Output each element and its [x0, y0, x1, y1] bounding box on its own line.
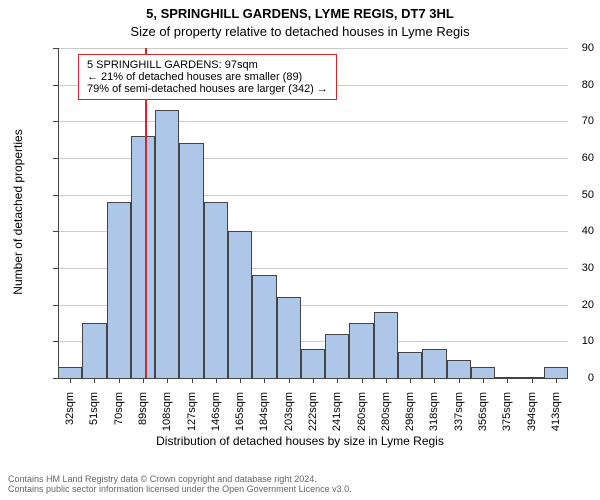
- x-tick-label: 394sqm: [526, 392, 538, 442]
- x-tick-mark: [264, 378, 265, 383]
- legend-line-2: ← 21% of detached houses are smaller (89…: [87, 71, 328, 83]
- histogram-bar: [82, 323, 106, 378]
- x-tick-mark: [532, 378, 533, 383]
- y-axis-line: [58, 48, 59, 378]
- histogram-bar: [228, 231, 252, 378]
- x-tick-label: 298sqm: [404, 392, 416, 442]
- x-tick-label: 280sqm: [380, 392, 392, 442]
- y-tick-label: 40: [544, 225, 594, 237]
- x-tick-label: 375sqm: [501, 392, 513, 442]
- x-tick-label: 51sqm: [88, 392, 100, 442]
- x-tick-label: 203sqm: [283, 392, 295, 442]
- x-tick-mark: [289, 378, 290, 383]
- legend-box: 5 SPRINGHILL GARDENS: 97sqm ← 21% of det…: [78, 54, 337, 100]
- histogram-bar: [155, 110, 179, 378]
- x-tick-mark: [337, 378, 338, 383]
- x-tick-label: 165sqm: [234, 392, 246, 442]
- y-tick-label: 80: [544, 79, 594, 91]
- histogram-bar: [447, 360, 471, 378]
- y-tick-label: 60: [544, 152, 594, 164]
- histogram-bar: [58, 367, 82, 378]
- x-tick-mark: [240, 378, 241, 383]
- x-tick-mark: [94, 378, 95, 383]
- y-tick-label: 90: [544, 42, 594, 54]
- histogram-bar: [422, 349, 446, 378]
- x-tick-mark: [434, 378, 435, 383]
- histogram-bar: [204, 202, 228, 378]
- x-tick-label: 356sqm: [477, 392, 489, 442]
- histogram-bar: [349, 323, 373, 378]
- x-tick-mark: [192, 378, 193, 383]
- chart-container: 5, SPRINGHILL GARDENS, LYME REGIS, DT7 3…: [0, 0, 600, 500]
- legend-line-1: 5 SPRINGHILL GARDENS: 97sqm: [87, 59, 328, 71]
- y-tick-label: 20: [544, 299, 594, 311]
- histogram-bar: [325, 334, 349, 378]
- x-tick-label: 146sqm: [210, 392, 222, 442]
- x-tick-label: 184sqm: [258, 392, 270, 442]
- y-axis-title: Number of detached properties: [11, 112, 25, 312]
- x-tick-label: 241sqm: [331, 392, 343, 442]
- legend-line-3: 79% of semi-detached houses are larger (…: [87, 83, 328, 95]
- histogram-bar: [471, 367, 495, 378]
- x-tick-mark: [216, 378, 217, 383]
- histogram-bar: [398, 352, 422, 378]
- x-tick-label: 32sqm: [64, 392, 76, 442]
- histogram-bar: [301, 349, 325, 378]
- grid-line: [58, 121, 568, 122]
- x-tick-label: 89sqm: [137, 392, 149, 442]
- y-tick-label: 70: [544, 115, 594, 127]
- x-tick-label: 413sqm: [550, 392, 562, 442]
- histogram-bar: [277, 297, 301, 378]
- histogram-bar: [252, 275, 276, 378]
- y-tick-label: 50: [544, 189, 594, 201]
- chart-title: 5, SPRINGHILL GARDENS, LYME REGIS, DT7 3…: [0, 6, 600, 21]
- histogram-bar: [131, 136, 155, 378]
- histogram-bar: [374, 312, 398, 378]
- x-tick-label: 127sqm: [186, 392, 198, 442]
- x-tick-mark: [70, 378, 71, 383]
- x-tick-label: 70sqm: [113, 392, 125, 442]
- x-tick-label: 318sqm: [428, 392, 440, 442]
- chart-subtitle: Size of property relative to detached ho…: [0, 24, 600, 39]
- x-tick-mark: [483, 378, 484, 383]
- x-tick-mark: [362, 378, 363, 383]
- y-tick-label: 0: [544, 372, 594, 384]
- footer-line-1: Contains HM Land Registry data © Crown c…: [8, 474, 352, 484]
- x-tick-mark: [386, 378, 387, 383]
- x-tick-mark: [410, 378, 411, 383]
- y-tick-label: 30: [544, 262, 594, 274]
- x-tick-mark: [507, 378, 508, 383]
- y-tick-label: 10: [544, 335, 594, 347]
- x-tick-mark: [119, 378, 120, 383]
- x-tick-label: 108sqm: [161, 392, 173, 442]
- grid-line: [58, 48, 568, 49]
- x-tick-label: 337sqm: [453, 392, 465, 442]
- x-tick-label: 260sqm: [356, 392, 368, 442]
- x-tick-mark: [143, 378, 144, 383]
- x-tick-label: 222sqm: [307, 392, 319, 442]
- attribution-footer: Contains HM Land Registry data © Crown c…: [8, 474, 352, 494]
- x-tick-mark: [313, 378, 314, 383]
- x-tick-mark: [459, 378, 460, 383]
- histogram-bar: [179, 143, 203, 378]
- x-tick-mark: [167, 378, 168, 383]
- histogram-bar: [107, 202, 131, 378]
- footer-line-2: Contains public sector information licen…: [8, 484, 352, 494]
